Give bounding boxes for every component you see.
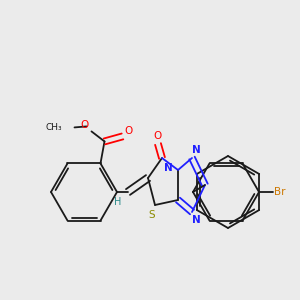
Text: N: N: [192, 215, 200, 225]
Text: N: N: [192, 145, 200, 155]
Text: CH₃: CH₃: [46, 123, 62, 132]
Text: O: O: [80, 120, 88, 130]
Text: S: S: [149, 210, 155, 220]
Text: O: O: [124, 126, 133, 136]
Text: N: N: [164, 163, 172, 173]
Text: H: H: [114, 197, 122, 207]
Text: O: O: [154, 131, 162, 141]
Text: Br: Br: [274, 187, 286, 197]
